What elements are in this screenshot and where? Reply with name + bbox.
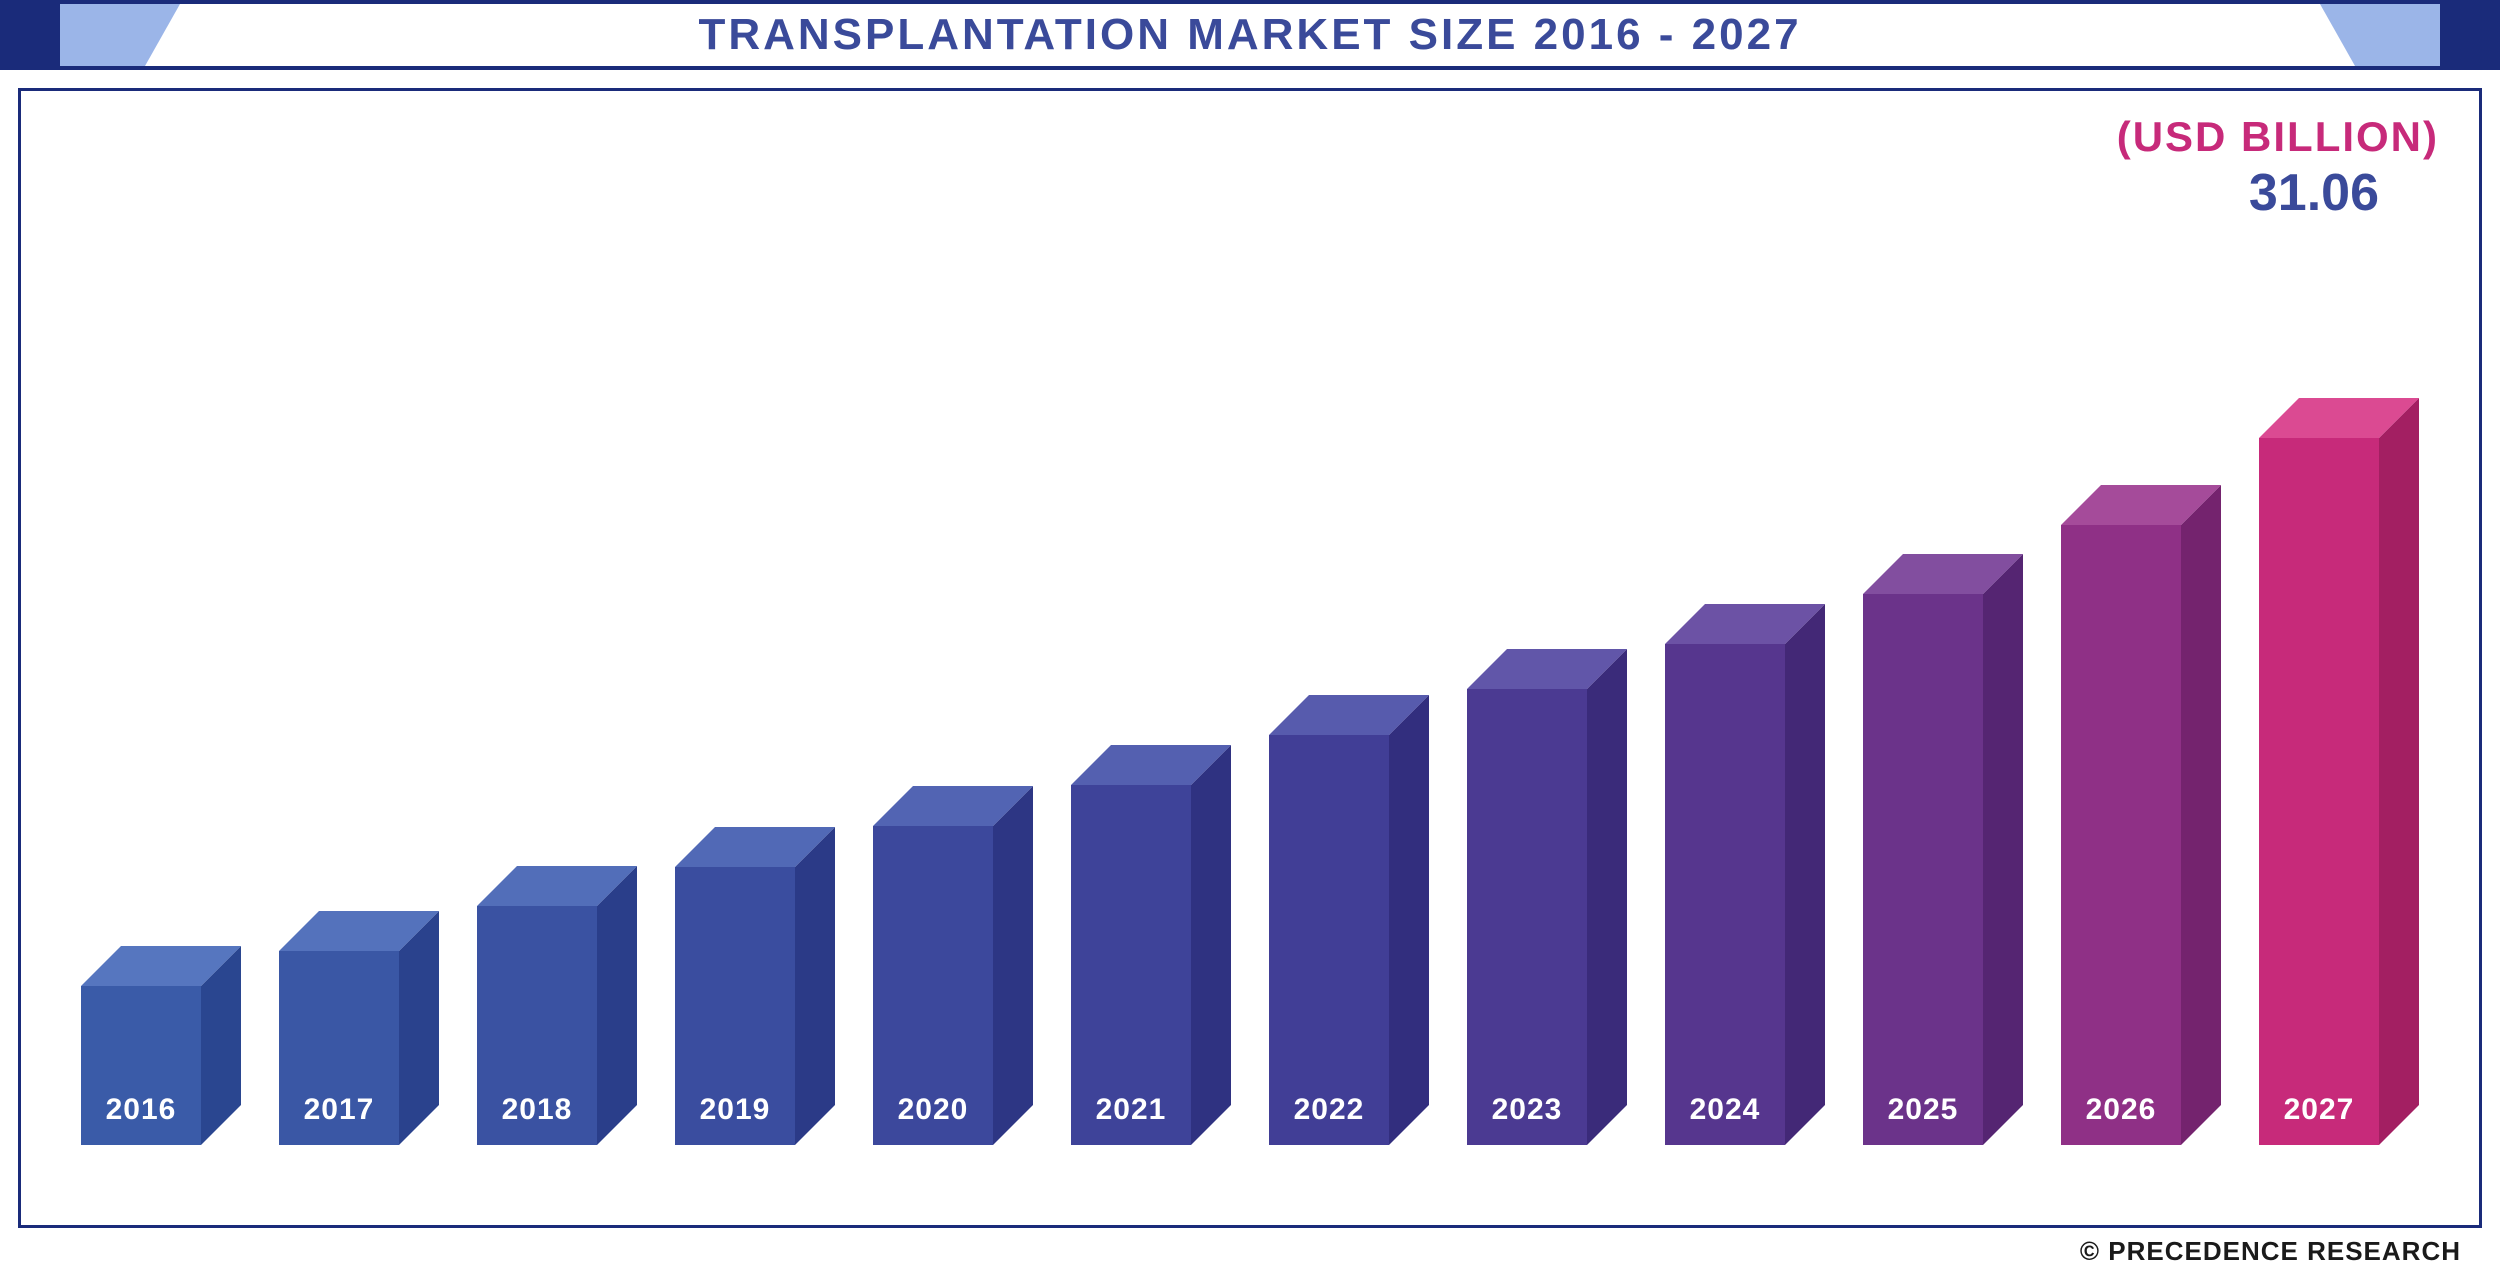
unit-label: (USD BILLION) [2117, 113, 2439, 161]
bar-area: 2016 2017 2018 2019 2020 2021 2022 2023 2024 2025… [81, 245, 2419, 1145]
bar-2017: 2017 [279, 911, 439, 1145]
bar-2019: 2019 [675, 827, 835, 1145]
bar-label: 2017 [279, 1093, 399, 1127]
bar-2024: 2024 [1665, 604, 1825, 1145]
bar-label: 2018 [477, 1093, 597, 1127]
chart-frame: (USD BILLION) 31.06 2016 2017 2018 2019 2020… [18, 88, 2482, 1228]
highlight-value: 31.06 [2249, 163, 2379, 223]
bar-label: 2023 [1467, 1093, 1587, 1127]
bar-label: 2020 [873, 1093, 993, 1127]
bar-label: 2025 [1863, 1093, 1983, 1127]
bar-2023: 2023 [1467, 649, 1627, 1145]
bar-2018: 2018 [477, 866, 637, 1145]
bar-label: 2021 [1071, 1093, 1191, 1127]
bar-2016: 2016 [81, 946, 241, 1145]
bar-label: 2019 [675, 1093, 795, 1127]
chart-title: TRANSPLANTATION MARKET SIZE 2016 - 2027 [698, 10, 1801, 60]
corner-left-decoration [0, 4, 200, 66]
bar-label: 2024 [1665, 1093, 1785, 1127]
bar-2026: 2026 [2061, 485, 2221, 1145]
bar-2020: 2020 [873, 786, 1033, 1145]
bar-2021: 2021 [1071, 745, 1231, 1145]
bar-label: 2026 [2061, 1093, 2181, 1127]
header-band: TRANSPLANTATION MARKET SIZE 2016 - 2027 [0, 0, 2500, 70]
footer-credit: © PRECEDENCE RESEARCH [2080, 1236, 2461, 1267]
bar-label: 2027 [2259, 1093, 2379, 1127]
bar-label: 2016 [81, 1093, 201, 1127]
bar-2025: 2025 [1863, 554, 2023, 1145]
bar-2027: 2027 [2259, 398, 2419, 1145]
bar-2022: 2022 [1269, 695, 1429, 1145]
bar-label: 2022 [1269, 1093, 1389, 1127]
corner-right-decoration [2300, 4, 2500, 66]
